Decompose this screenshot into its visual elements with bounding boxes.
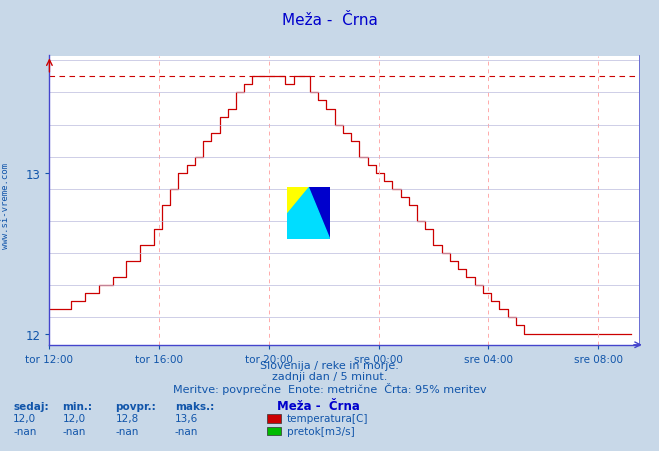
Text: maks.:: maks.: — [175, 401, 214, 411]
Text: Meža -  Črna: Meža - Črna — [281, 13, 378, 28]
Polygon shape — [287, 187, 308, 213]
Text: temperatura[C]: temperatura[C] — [287, 414, 368, 423]
Polygon shape — [287, 187, 330, 239]
Text: 12,8: 12,8 — [115, 414, 138, 423]
Polygon shape — [308, 187, 330, 239]
Text: sedaj:: sedaj: — [13, 401, 49, 411]
Text: min.:: min.: — [63, 401, 93, 411]
Text: -nan: -nan — [63, 426, 86, 436]
Text: povpr.:: povpr.: — [115, 401, 156, 411]
Text: -nan: -nan — [175, 426, 198, 436]
Text: -nan: -nan — [115, 426, 138, 436]
Text: 12,0: 12,0 — [63, 414, 86, 423]
Text: Meža -  Črna: Meža - Črna — [277, 400, 360, 412]
Text: 12,0: 12,0 — [13, 414, 36, 423]
Text: www.si-vreme.com: www.si-vreme.com — [1, 162, 10, 248]
Text: 13,6: 13,6 — [175, 414, 198, 423]
Text: Meritve: povprečne  Enote: metrične  Črta: 95% meritev: Meritve: povprečne Enote: metrične Črta:… — [173, 382, 486, 394]
Text: pretok[m3/s]: pretok[m3/s] — [287, 426, 355, 436]
Text: Slovenija / reke in morje.: Slovenija / reke in morje. — [260, 360, 399, 370]
Polygon shape — [287, 187, 330, 239]
Text: -nan: -nan — [13, 426, 36, 436]
Text: zadnji dan / 5 minut.: zadnji dan / 5 minut. — [272, 372, 387, 382]
